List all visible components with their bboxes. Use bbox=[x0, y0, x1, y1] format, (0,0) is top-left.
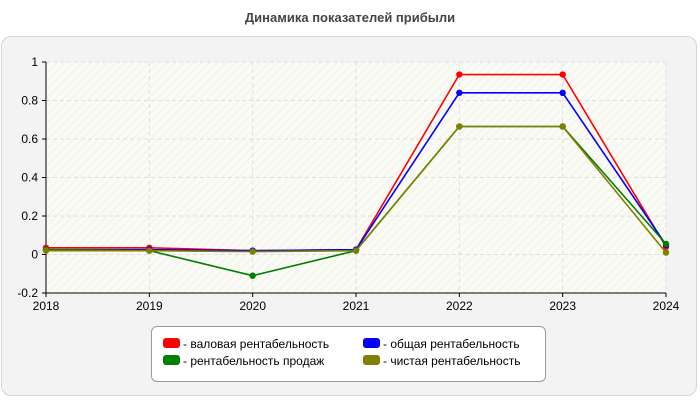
y-tick-label: 0.8 bbox=[21, 94, 38, 108]
data-point[interactable] bbox=[662, 240, 670, 248]
legend-swatch-total-margin bbox=[363, 338, 380, 348]
data-point[interactable] bbox=[559, 123, 566, 130]
data-point[interactable] bbox=[456, 123, 463, 130]
tick-labels: -0.2 0 0.2 0.4 0.6 0.8 1 2018 2019 2020 2021 2022 20… bbox=[17, 55, 679, 313]
chart-title: Динамика показателей прибыли bbox=[244, 10, 456, 25]
legend-label-sales-margin: - рентабельность продаж bbox=[183, 354, 325, 368]
legend-label-gross-margin: - валовая рентабельность bbox=[183, 337, 330, 351]
legend-label-net-margin: - чистая рентабельность bbox=[383, 354, 521, 368]
x-tick-label: 2021 bbox=[343, 299, 370, 313]
x-tick-label: 2024 bbox=[653, 299, 680, 313]
data-point[interactable] bbox=[559, 89, 566, 97]
legend-swatch-sales-margin bbox=[163, 355, 180, 365]
data-point[interactable] bbox=[456, 71, 463, 78]
y-tick-label: 0.4 bbox=[21, 171, 38, 185]
x-tick-label: 2019 bbox=[136, 299, 163, 313]
series-layer bbox=[42, 71, 670, 279]
x-tick-label: 2020 bbox=[239, 299, 266, 313]
data-point[interactable] bbox=[559, 71, 566, 78]
x-tick-label: 2018 bbox=[33, 299, 60, 313]
y-tick-label: -0.2 bbox=[17, 286, 38, 300]
data-point[interactable] bbox=[249, 272, 256, 279]
y-tick-label: 0 bbox=[31, 248, 38, 262]
x-tick-label: 2022 bbox=[446, 299, 473, 313]
legend-swatch-net-margin bbox=[363, 355, 380, 365]
data-point[interactable] bbox=[249, 248, 256, 255]
data-point[interactable] bbox=[352, 247, 360, 254]
y-tick-label: 1 bbox=[31, 55, 38, 69]
data-point[interactable] bbox=[146, 247, 153, 254]
x-tick-label: 2023 bbox=[549, 299, 576, 313]
legend-label-total-margin: - общая рентабельность bbox=[383, 337, 520, 351]
data-point[interactable] bbox=[662, 249, 670, 256]
y-tick-label: 0.2 bbox=[21, 209, 38, 223]
data-point[interactable] bbox=[456, 89, 463, 97]
legend: - валовая рентабельность - общая рентабе… bbox=[151, 326, 546, 382]
axes bbox=[42, 61, 667, 297]
legend-swatch-gross-margin bbox=[163, 338, 180, 348]
y-tick-label: 0.6 bbox=[21, 132, 38, 146]
data-point[interactable] bbox=[42, 247, 50, 254]
